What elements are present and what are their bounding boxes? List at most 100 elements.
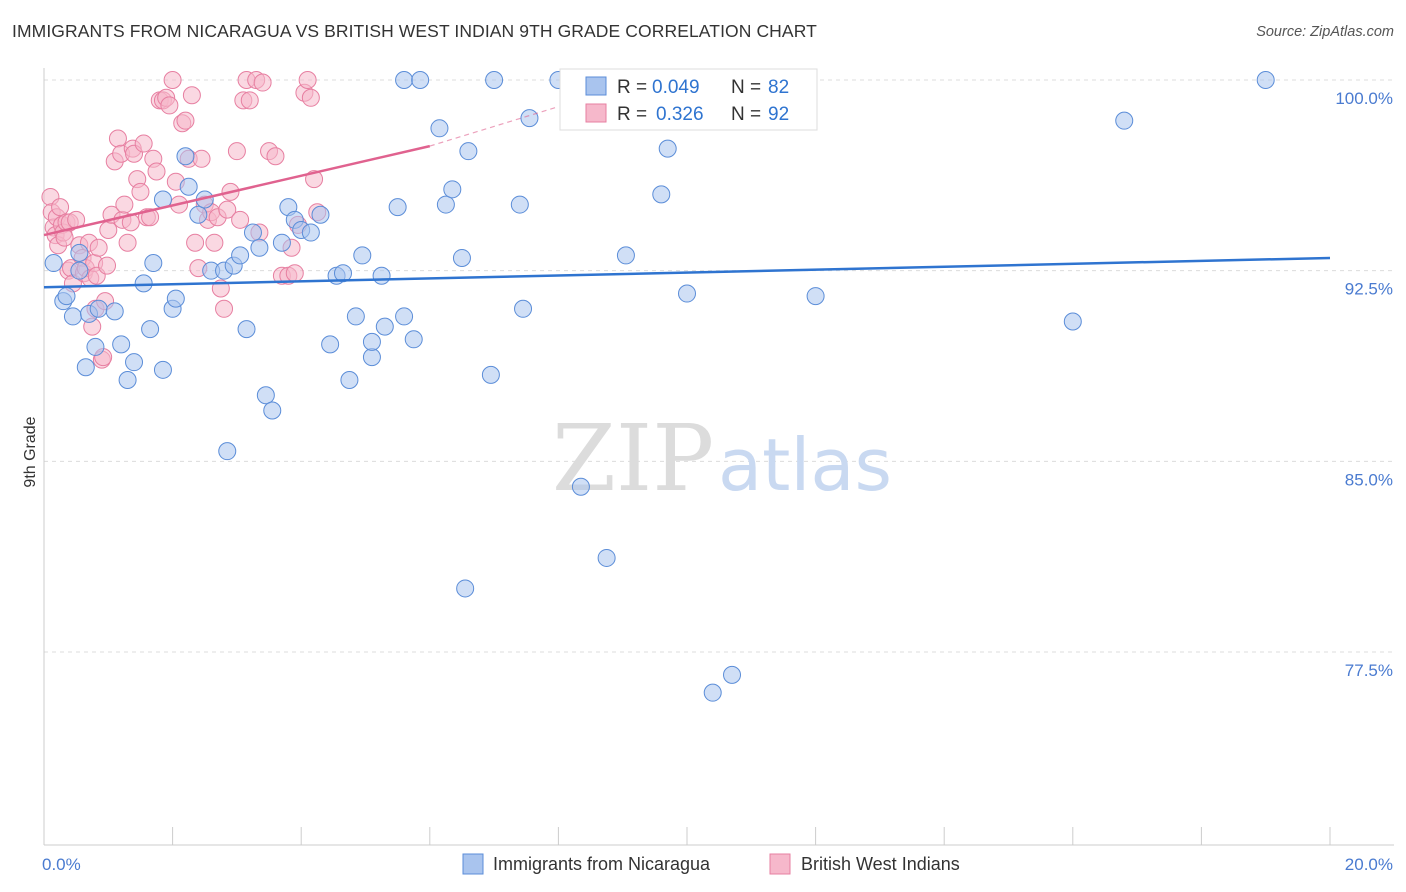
scatter-point [215, 299, 234, 318]
scatter-point [372, 266, 391, 285]
scatter-point [340, 370, 359, 389]
series-legend-label-blue[interactable]: Immigrants from Nicaragua [493, 854, 711, 874]
watermark: ZIP atlas [552, 405, 892, 512]
scatter-point [105, 302, 124, 321]
scatter-point [1063, 312, 1082, 331]
y-tick-label: 100.0% [1335, 89, 1393, 108]
legend-swatch-pink [585, 103, 607, 123]
scatter-point [99, 220, 118, 239]
scatter-point [362, 348, 381, 367]
scatter-point [388, 198, 407, 217]
scatter-point [1115, 111, 1134, 130]
x-tick-label: 0.0% [42, 855, 81, 874]
scatter-point [404, 330, 423, 349]
series-legend-label-pink[interactable]: British West Indians [801, 854, 960, 874]
scatter-point [189, 205, 208, 224]
scatter-point [514, 299, 533, 318]
y-tick-label: 85.0% [1345, 470, 1393, 489]
scatter-point [301, 88, 320, 107]
scatter-point [131, 182, 150, 201]
scatter-point [1256, 71, 1275, 89]
scatter-point [44, 254, 63, 273]
scatter-point [231, 210, 250, 229]
scatter-point [346, 307, 365, 326]
scatter-point [436, 195, 455, 214]
y-tick-label: 92.5% [1345, 280, 1393, 299]
scatter-point [301, 223, 320, 242]
trend-lines [43, 106, 1331, 289]
stats-legend: R = 0.049 N = 82 R = 0.326 N = 92 [559, 68, 818, 131]
tick-labels: 77.5% 85.0% 92.5% 100.0% 0.0% 20.0% [42, 89, 1393, 874]
scatter-point [723, 665, 742, 684]
scatter-point [272, 233, 291, 252]
scatter-point [160, 96, 179, 115]
y-tick-label: 77.5% [1345, 661, 1393, 680]
scatter-point [311, 205, 330, 224]
scatter-point [76, 358, 95, 377]
scatter-point [118, 370, 137, 389]
scatter-point [57, 287, 76, 306]
scatter-point [141, 320, 160, 339]
series-legend-swatch-blue[interactable] [462, 853, 484, 875]
scatter-point [70, 261, 89, 280]
scatter-point [321, 335, 340, 354]
trend-line-blue [43, 256, 1331, 289]
legend-n-value-blue: 82 [768, 77, 789, 98]
scatter-point [144, 254, 163, 273]
scatter-point [806, 287, 825, 306]
scatter-point [237, 320, 256, 339]
watermark-zip: ZIP [552, 405, 714, 512]
scatter-point [616, 246, 635, 265]
scatter-point [163, 71, 182, 89]
legend-n-label-blue: N = [731, 77, 761, 98]
trend-line-pink [43, 144, 431, 237]
scatter-point [652, 185, 671, 204]
scatter-point [285, 264, 304, 283]
legend-r-label-blue: R = [617, 77, 647, 98]
series-legend-swatch-pink[interactable] [769, 853, 791, 875]
scatter-point [263, 401, 282, 420]
series-legend: Immigrants from Nicaragua British West I… [462, 853, 960, 875]
scatter-point [108, 129, 127, 148]
grid-lines [44, 79, 1394, 653]
x-tick-label: 20.0% [1345, 855, 1393, 874]
scatter-point [86, 337, 105, 356]
scatter-point [395, 71, 414, 89]
scatter-point [375, 317, 394, 336]
scatter-point [597, 548, 616, 567]
scatter-point [51, 198, 70, 217]
british-west-indians-points [41, 71, 327, 369]
scatter-point [510, 195, 529, 214]
scatter-point [256, 386, 275, 405]
scatter-point [153, 360, 172, 379]
scatter-point [89, 238, 108, 257]
legend-r-value-pink: 0.326 [656, 104, 704, 125]
scatter-point [218, 200, 237, 219]
scatter-point [520, 109, 539, 128]
scatter-point [205, 233, 224, 252]
scatter-point [134, 274, 153, 293]
scatter-point [147, 162, 166, 181]
scatter-point [115, 195, 134, 214]
scatter-point [240, 91, 259, 110]
scatter-point [658, 139, 677, 158]
scatter-point [192, 149, 211, 168]
scatter-point [98, 256, 117, 275]
scatter-point [703, 683, 722, 702]
scatter-point [112, 335, 131, 354]
scatter-point [70, 243, 89, 262]
scatter-point [362, 332, 381, 351]
scatter-point [243, 223, 262, 242]
chart-title: IMMIGRANTS FROM NICARAGUA VS BRITISH WES… [12, 21, 817, 41]
legend-swatch-blue [585, 76, 607, 96]
scatter-point [89, 299, 108, 318]
scatter-point [227, 142, 246, 161]
y-axis-label: 9th Grade [22, 416, 39, 487]
scatter-point [353, 246, 372, 265]
scatter-point [485, 71, 504, 89]
scatter-point [141, 208, 160, 227]
scatter-point [456, 579, 475, 598]
scatter-point [333, 264, 352, 283]
scatter-point [125, 353, 144, 372]
